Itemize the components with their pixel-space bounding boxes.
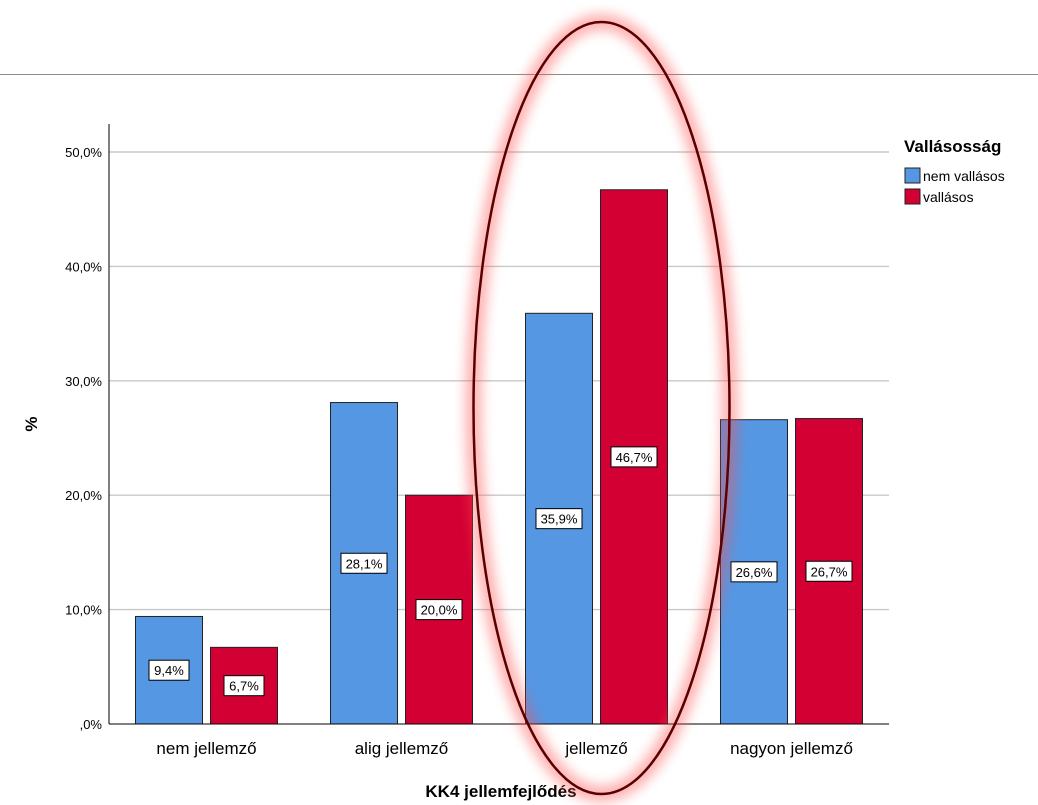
data-label: 9,4% [148,659,190,681]
legend: Vallásosság nem vallásos vallásos [904,137,1005,205]
data-labels: 9,4% 6,7% 28,1% 20,0% 35,9% 46,7% 26,6% 26,7% [148,446,853,697]
highlight-outline [472,20,731,796]
data-label: 26,7% [805,560,853,582]
data-label-box [415,599,463,621]
y-tick-label: 30,0% [65,374,102,389]
axes [108,124,889,725]
data-label-text: 6,7% [229,679,259,694]
legend-swatch [904,188,921,205]
y-tick-label: 10,0% [65,603,102,618]
x-tick-label: nagyon jellemző [730,739,853,758]
data-label-box [340,552,388,574]
data-label-box [535,508,583,530]
data-label-box [148,659,190,681]
data-label: 35,9% [535,508,583,530]
data-label-box [223,675,265,697]
y-axis-title: % [22,416,41,431]
x-tick-label: jellemző [564,739,627,758]
legend-label: nem vallásos [923,168,1005,184]
legend-label: vallásos [923,189,974,205]
y-tick-label: ,0% [80,717,103,732]
data-label: 46,7% [610,446,658,468]
data-label: 6,7% [223,675,265,697]
data-label-text: 20,0% [421,603,458,618]
data-label-text: 26,7% [811,564,848,579]
data-label: 28,1% [340,552,388,574]
y-tick-label: 20,0% [65,488,102,503]
category-labels: nem jellemző alig jellemző jellemző nagyon … [156,739,853,758]
y-tick-labels: ,0% 10,0% 20,0% 30,0% 40,0% 50,0% [65,145,102,732]
data-label-text: 26,6% [736,565,773,580]
data-label-box [610,446,658,468]
data-label-text: 28,1% [346,556,383,571]
x-tick-label: alig jellemző [355,739,449,758]
x-tick-label: nem jellemző [156,739,256,758]
x-axis-title: KK4 jellemfejlődés [425,782,576,801]
y-tick-label: 50,0% [65,145,102,160]
data-label-text: 9,4% [154,663,184,678]
data-label-text: 35,9% [541,512,578,527]
legend-title: Vallásosság [904,137,1001,156]
highlight-ellipse [465,14,738,802]
data-label-text: 46,7% [616,450,653,465]
data-label: 26,6% [730,561,778,583]
data-label-box [730,561,778,583]
top-divider [0,74,1038,75]
y-tick-label: 40,0% [65,259,102,274]
data-label: 20,0% [415,599,463,621]
legend-swatch [904,167,921,184]
data-label-box [805,560,853,582]
